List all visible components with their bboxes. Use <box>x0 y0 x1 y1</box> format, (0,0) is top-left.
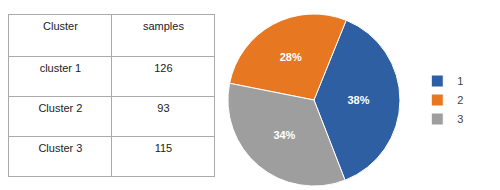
svg-text:samples: samples <box>143 20 184 32</box>
svg-text:28%: 28% <box>280 51 302 63</box>
svg-text:93: 93 <box>157 102 169 114</box>
svg-text:34%: 34% <box>273 129 295 141</box>
svg-text:2: 2 <box>457 94 463 106</box>
svg-text:126: 126 <box>154 62 172 74</box>
svg-text:115: 115 <box>155 142 173 154</box>
svg-text:Cluster: Cluster <box>43 20 78 32</box>
svg-text:Cluster 3: Cluster 3 <box>38 142 82 154</box>
svg-text:3: 3 <box>457 113 463 125</box>
svg-text:Cluster 2: Cluster 2 <box>38 102 82 114</box>
svg-text:cluster 1: cluster 1 <box>40 62 82 74</box>
svg-text:1: 1 <box>457 75 463 87</box>
svg-text:38%: 38% <box>347 94 369 106</box>
